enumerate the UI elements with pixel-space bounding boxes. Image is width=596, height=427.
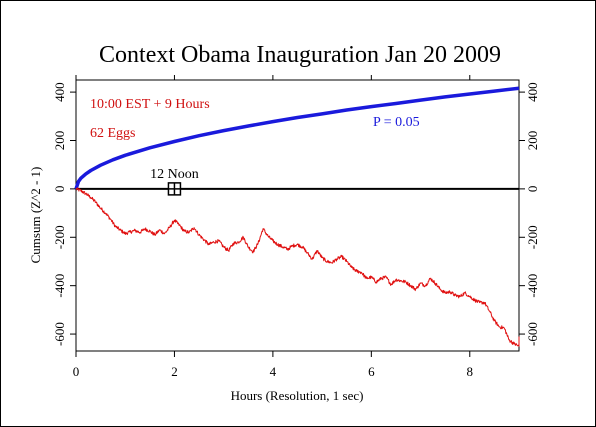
y-tick-label: -200 xyxy=(52,225,67,249)
p-value-label: P = 0.05 xyxy=(373,115,420,130)
y-tick-label: -400 xyxy=(52,274,67,298)
x-tick-label: 2 xyxy=(171,364,178,379)
x-axis-label: Hours (Resolution, 1 sec) xyxy=(231,388,364,403)
x-tick-label: 8 xyxy=(467,364,474,379)
y-tick-label: -600 xyxy=(52,322,67,346)
y-axis: -600 -600 -400 -400 -200 -200 0 0 200 200 400 400 xyxy=(52,82,540,346)
x-tick-label: 0 xyxy=(73,364,80,379)
y-tick-label-right: 200 xyxy=(525,131,540,151)
y-tick-label-right: -600 xyxy=(525,322,540,346)
significance-envelope-line xyxy=(74,86,520,190)
y-tick-label: 200 xyxy=(52,131,67,151)
x-axis: 0 2 4 6 8 xyxy=(73,75,473,379)
y-tick-label: 400 xyxy=(52,82,67,102)
y-axis-label: Cumsum (Z^2 - 1) xyxy=(28,167,43,264)
noon-marker xyxy=(167,182,182,196)
egg-count-label: 62 Eggs xyxy=(90,126,136,141)
x-tick-label: 6 xyxy=(368,364,375,379)
y-tick-label-right: 0 xyxy=(525,186,540,193)
y-tick-label: 0 xyxy=(52,186,67,193)
y-tick-label-right: -400 xyxy=(525,274,540,298)
time-info-label: 10:00 EST + 9 Hours xyxy=(90,97,210,112)
noon-label: 12 Noon xyxy=(150,167,199,182)
series-layer xyxy=(74,86,520,347)
x-tick-label: 4 xyxy=(270,364,277,379)
cumsum-series-line xyxy=(75,187,520,347)
y-tick-label-right: 400 xyxy=(525,82,540,102)
chart-title: Context Obama Inauguration Jan 20 2009 xyxy=(99,42,501,68)
y-tick-label-right: -200 xyxy=(525,225,540,249)
plot-area xyxy=(75,79,520,352)
